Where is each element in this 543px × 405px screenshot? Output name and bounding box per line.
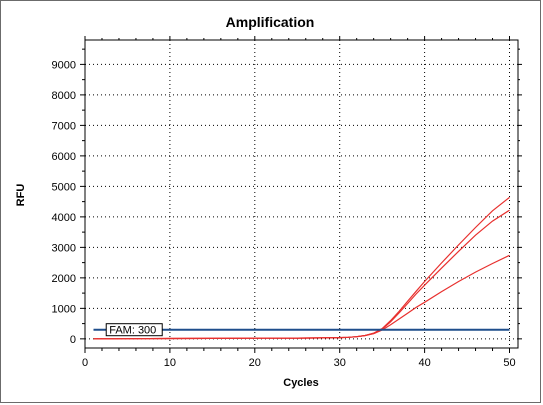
y-tick-label: 0 <box>70 334 76 346</box>
x-axis-label: Cycles <box>283 377 318 389</box>
chart-title: Amplification <box>226 14 315 30</box>
y-tick-label: 1000 <box>52 303 76 315</box>
threshold: FAM: 300 <box>93 323 510 337</box>
x-tick-label: 50 <box>503 357 515 369</box>
y-tick-label: 2000 <box>52 273 76 285</box>
y-tick-label: 7000 <box>52 120 76 132</box>
amplification-curves <box>93 196 510 340</box>
threshold-label-box <box>105 323 163 337</box>
x-tick-label: 0 <box>82 357 88 369</box>
y-tick-label: 4000 <box>52 212 76 224</box>
y-tick-label: 8000 <box>52 90 76 102</box>
axis-ticks: 0 10 20 30 40 50 0 1000 2000 3000 4000 5000 6000 7000… <box>52 36 522 369</box>
amplification-curve-3 <box>93 254 510 340</box>
y-tick-label: 5000 <box>52 181 76 193</box>
y-tick-label: 3000 <box>52 242 76 254</box>
y-tick-label: 6000 <box>52 151 76 163</box>
y-tick-label: 9000 <box>52 59 76 71</box>
x-tick-label: 30 <box>334 357 346 369</box>
threshold-label: FAM: 300 <box>109 325 156 337</box>
grid-lines <box>85 40 518 348</box>
x-tick-label: 40 <box>418 357 430 369</box>
x-tick-label: 20 <box>249 357 261 369</box>
x-tick-label: 10 <box>164 357 176 369</box>
y-axis-label: RFU <box>15 184 27 207</box>
plot-area <box>84 39 519 349</box>
